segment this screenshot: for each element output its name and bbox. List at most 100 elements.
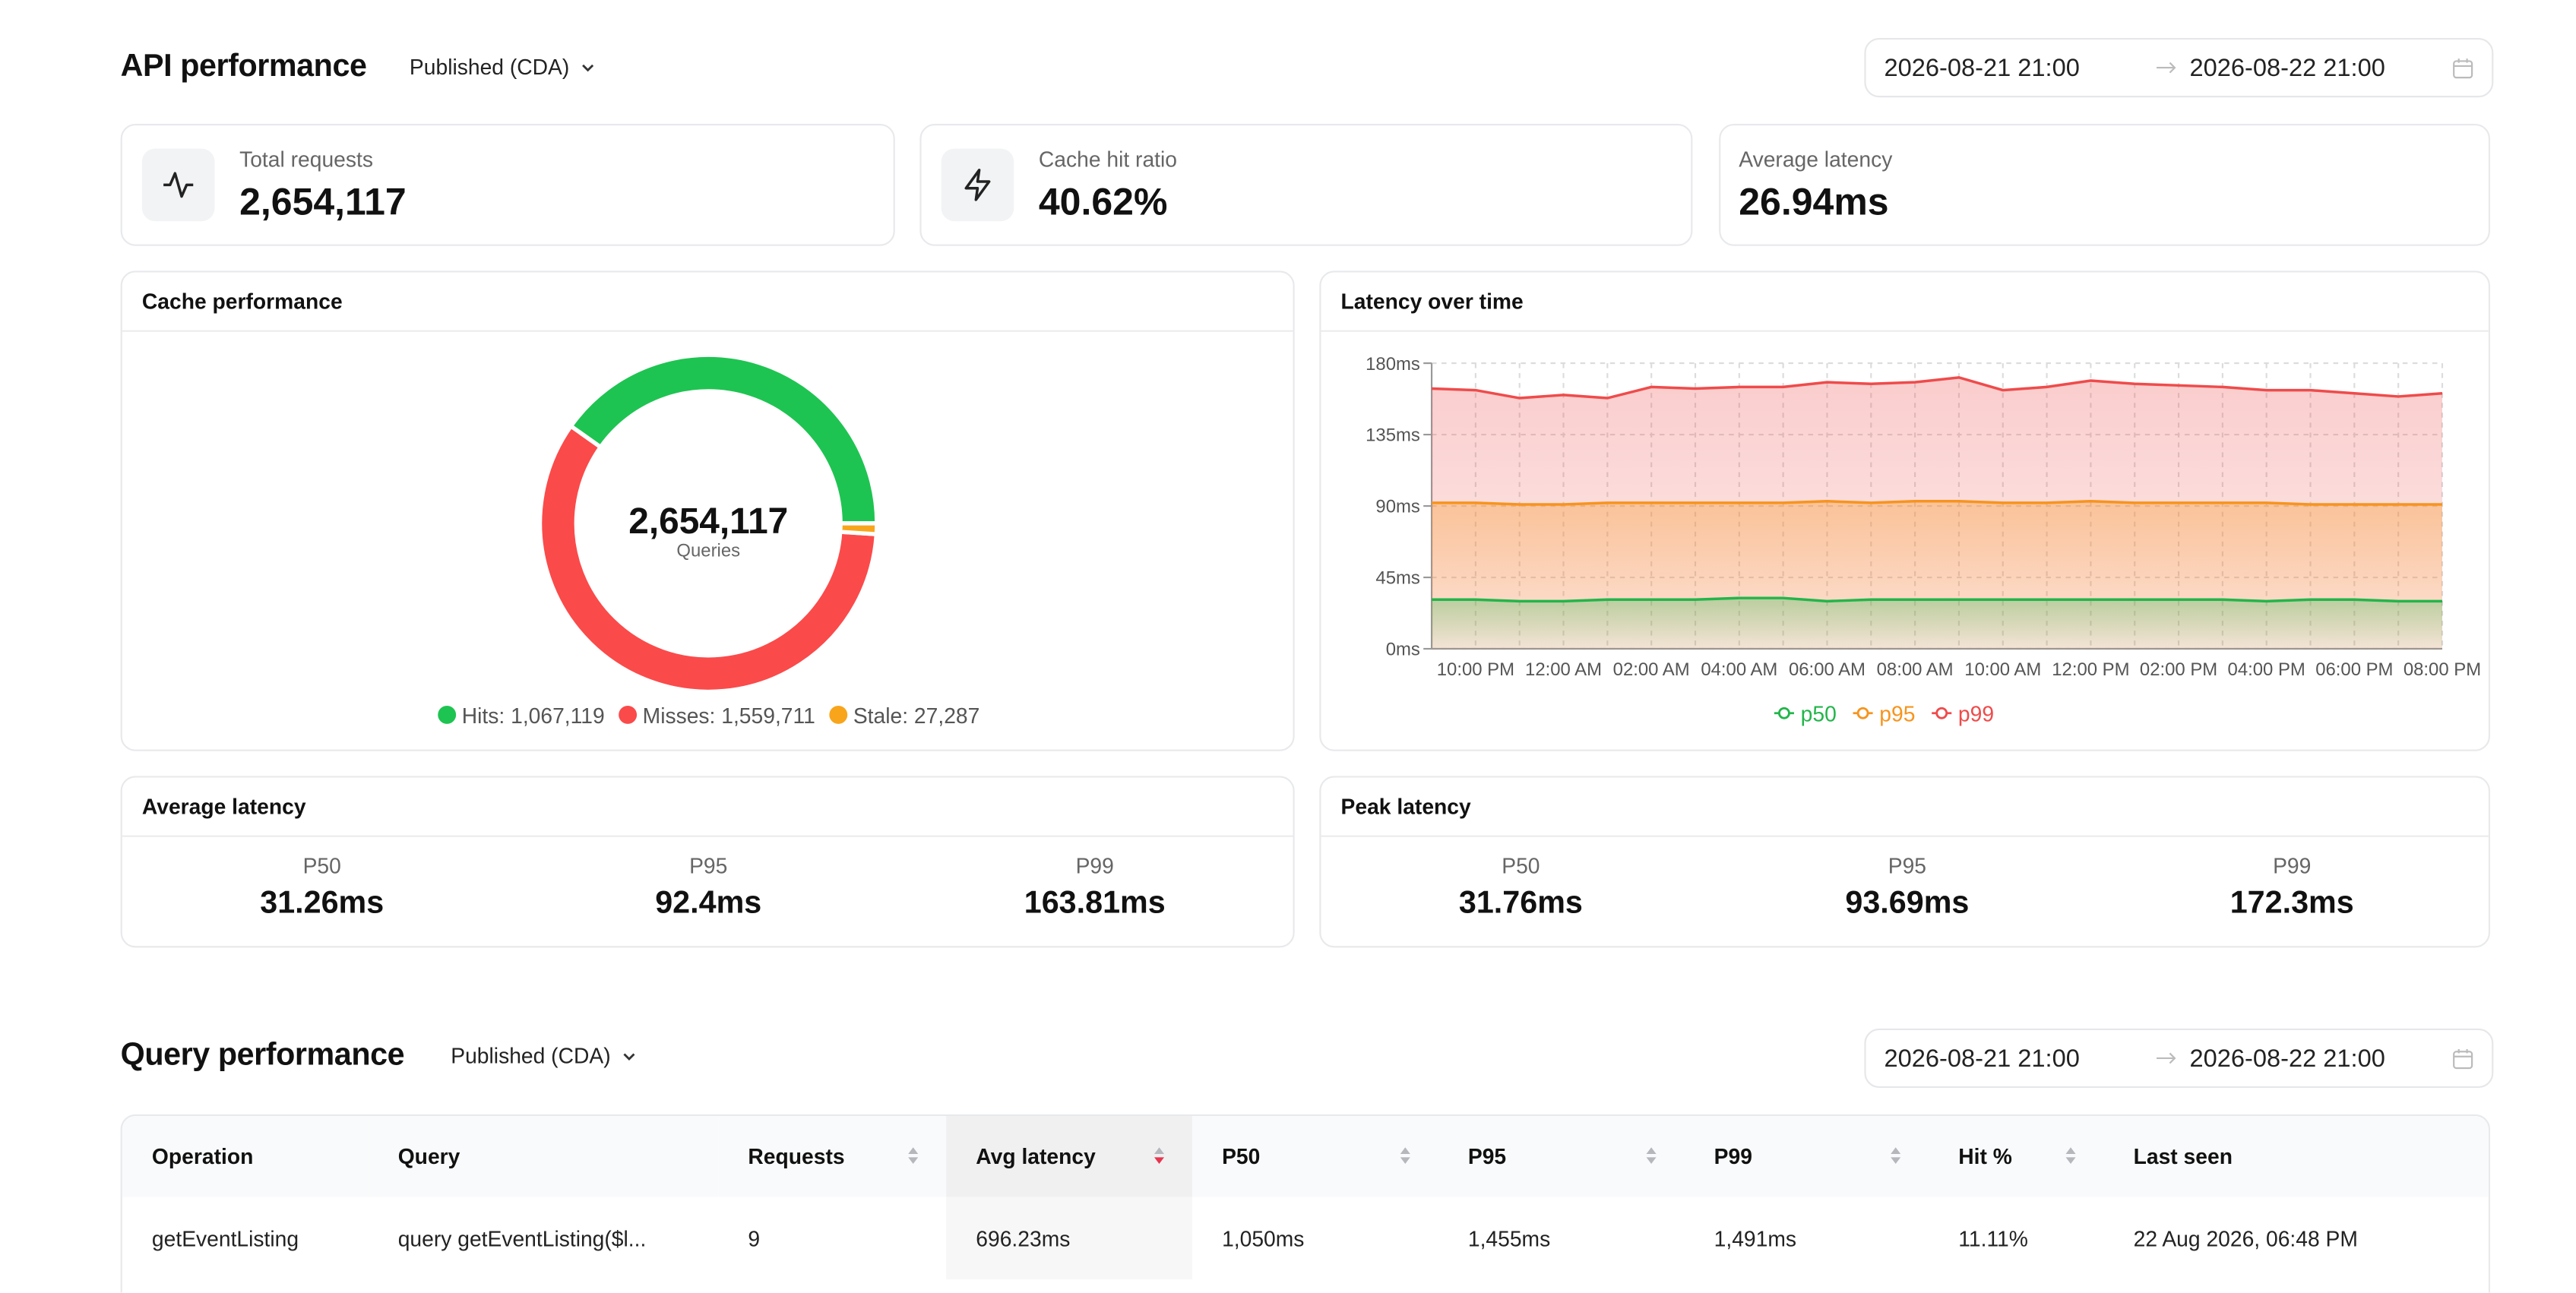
- donut-segment: [837, 521, 879, 537]
- cell: 9: [748, 1225, 761, 1251]
- panel-header: Average latency: [122, 778, 1293, 837]
- stat-card: Total requests 2,654,117: [120, 123, 895, 246]
- table-row[interactable]: getEventListing query getEventListing($l…: [122, 1197, 2489, 1280]
- sort-icon: [1154, 1147, 1165, 1165]
- chevron-icon: [623, 1052, 635, 1060]
- y-tick-label: 90ms: [1375, 497, 1419, 517]
- environment-dropdown[interactable]: Published (CDA): [451, 1043, 637, 1068]
- lightning-icon: [964, 169, 991, 201]
- column-header: Operation: [122, 1116, 369, 1197]
- column-header: Query: [368, 1116, 719, 1197]
- date-to: 2026-08-22 21:00: [2189, 1044, 2385, 1073]
- x-tick-label: 02:00 PM: [2140, 659, 2217, 680]
- x-tick-label: 04:00 PM: [2228, 659, 2305, 680]
- date-range-picker[interactable]: 2026-08-21 21:00 2026-08-22 21:00: [1864, 37, 2494, 98]
- metric-label: P95: [1888, 853, 1927, 879]
- stat-label: Average latency: [1739, 147, 1893, 172]
- chevron-icon: [581, 63, 593, 71]
- cell: getEventListing: [151, 1225, 299, 1251]
- panel-title: Peak latency: [1340, 794, 1471, 819]
- header-text: P95: [1467, 1143, 1507, 1169]
- x-tick-label: 04:00 AM: [1701, 659, 1777, 680]
- icon-box: [941, 148, 1014, 222]
- legend-label: p99: [1958, 702, 1994, 726]
- panel: Cache performance 2,654,117 Queries Hits: …: [120, 270, 1295, 751]
- y-tick-label: 180ms: [1366, 354, 1420, 375]
- cell: query getEventListing($l...: [397, 1225, 647, 1251]
- cell: 1,050ms: [1222, 1225, 1305, 1251]
- legend-label: Hits: 1,067,119: [462, 703, 605, 728]
- stat-card: Cache hit ratio 40.62%: [919, 123, 1693, 246]
- legend-label: Misses: 1,559,711: [643, 703, 815, 728]
- stat-value: 26.94ms: [1739, 179, 1889, 223]
- metric-label: P99: [2273, 853, 2312, 879]
- metric-value: 31.76ms: [1458, 886, 1583, 922]
- column-header[interactable]: Hit %: [1929, 1116, 2104, 1197]
- icon-box: [141, 148, 215, 222]
- legend-label: p95: [1879, 702, 1915, 726]
- column-header[interactable]: P99: [1684, 1116, 1929, 1197]
- environment-dropdown[interactable]: Published (CDA): [410, 55, 596, 79]
- line-chart: 10:00 PM 12:00 AM 02:00 AM 04:00 AM 06:00 AM…: [1366, 354, 2481, 726]
- panel-header: Peak latency: [1321, 778, 2489, 837]
- stat-label: Cache hit ratio: [1038, 147, 1178, 172]
- query-table: Operation Query Requests Avg latency P50…: [122, 1116, 2489, 1280]
- line: [1432, 500, 2442, 506]
- section-title: Query performance: [120, 1038, 405, 1073]
- dropdown-label: Published (CDA): [451, 1043, 611, 1068]
- cell: 1,491ms: [1714, 1225, 1797, 1251]
- x-tick-label: 02:00 AM: [1613, 659, 1690, 680]
- panel-title: Latency over time: [1340, 289, 1524, 314]
- center-label: Queries: [676, 540, 740, 561]
- x-tick-label: 06:00 AM: [1789, 659, 1866, 680]
- metric-value: 172.3ms: [2229, 886, 2354, 922]
- stat-card: Average latency 26.94ms: [1719, 123, 2491, 246]
- header-text: P50: [1222, 1143, 1261, 1169]
- header-text: Avg latency: [976, 1143, 1096, 1169]
- legend-swatch: [1777, 707, 1790, 719]
- x-tick-label: 06:00 PM: [2315, 659, 2393, 680]
- x-tick-label: 10:00 PM: [1437, 659, 1514, 680]
- legend: Hits: 1,067,119 Misses: 1,559,711 Stale: 2…: [438, 703, 979, 728]
- panel-title: Average latency: [141, 794, 306, 819]
- x-tick-label: 12:00 AM: [1525, 659, 1602, 680]
- line: [1432, 596, 2442, 603]
- table-card: Operation Query Requests Avg latency P50…: [120, 1114, 2491, 1293]
- y-tick-label: 135ms: [1366, 425, 1420, 446]
- panel-header: Cache performance: [122, 273, 1293, 332]
- panel: Peak latency P50 31.76ms P95 93.69ms P99 17…: [1319, 776, 2491, 948]
- metric: P99 172.3ms: [2127, 853, 2457, 922]
- metric: P50 31.26ms: [157, 853, 487, 922]
- stat-value: 40.62%: [1038, 179, 1168, 223]
- sort-icon: [908, 1147, 919, 1165]
- date-range-picker[interactable]: 2026-08-21 21:00 2026-08-22 21:00: [1864, 1028, 2494, 1089]
- x-tick-label: 12:00 PM: [2052, 659, 2129, 680]
- cell: 22 Aug 2026, 06:48 PM: [2133, 1225, 2358, 1251]
- header-row: Operation Query Requests Avg latency P50…: [122, 1116, 2489, 1197]
- sort-icon: [1891, 1147, 1901, 1165]
- date-to: 2026-08-22 21:00: [2189, 53, 2385, 82]
- activity-icon: [163, 172, 194, 198]
- stat-label: Total requests: [239, 147, 373, 172]
- metric-value: 92.4ms: [655, 886, 762, 922]
- header-text: Requests: [748, 1143, 845, 1169]
- column-header[interactable]: Avg latency: [946, 1116, 1192, 1197]
- line: [1431, 376, 2443, 400]
- calendar-icon: [2453, 1048, 2473, 1070]
- column-header[interactable]: Requests: [718, 1116, 947, 1197]
- sort-icon: [1400, 1147, 1410, 1165]
- y-tick-label: 0ms: [1386, 640, 1420, 660]
- cell: 1,455ms: [1467, 1225, 1551, 1251]
- arrow-icon: [2157, 62, 2176, 74]
- metric: P99 163.81ms: [929, 853, 1260, 922]
- metric: P95 93.69ms: [1742, 853, 2073, 922]
- column-header[interactable]: P95: [1438, 1116, 1685, 1197]
- donut-segment: [568, 352, 879, 526]
- column-header[interactable]: P50: [1191, 1116, 1438, 1197]
- metric-value: 93.69ms: [1845, 886, 1970, 922]
- stat-value: 2,654,117: [239, 179, 407, 223]
- legend-label: p50: [1801, 702, 1837, 726]
- legend-swatch: [1935, 707, 1948, 719]
- legend-swatch: [829, 705, 848, 724]
